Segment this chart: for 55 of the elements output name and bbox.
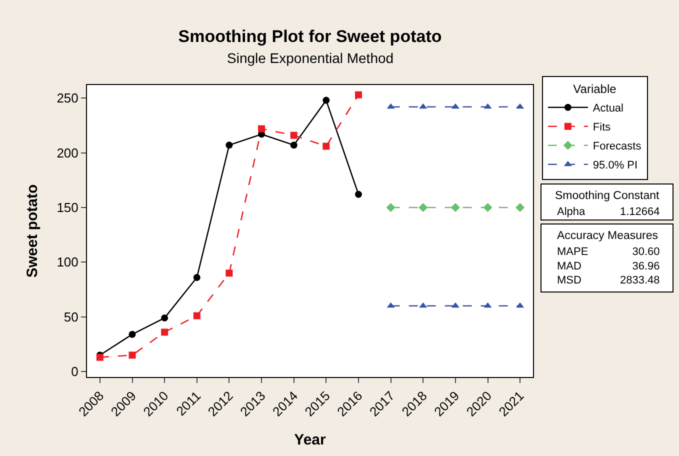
text: 30.60 [632,246,660,258]
point [226,270,233,277]
point [128,352,136,359]
point [451,302,460,308]
point [516,302,524,308]
y-tick-label: 250 [56,90,78,106]
point [322,96,330,104]
y-axis-title: Sweet potato [24,184,41,278]
point [128,330,136,338]
legend-label: 95.0% PI [592,160,638,172]
y-tick-label: 50 [64,309,78,324]
chart-title: Smoothing Plot for Sweet potato [178,26,442,46]
text: Smoothing Constant [555,190,660,202]
point [516,202,525,212]
point [419,103,428,109]
point [386,202,396,212]
point [226,142,233,149]
point [354,190,362,198]
point [386,302,395,308]
point [193,274,200,281]
point [322,142,330,150]
y-tick-label: 100 [56,254,78,270]
point [290,142,298,149]
point [483,202,492,212]
y-tick-label: 150 [56,200,78,216]
point [161,328,168,336]
point [193,312,200,320]
point [484,302,492,308]
legend-title: Variable [573,82,617,96]
text: Accuracy Measures [557,230,658,242]
legend-label: Actual [592,102,624,115]
point [450,202,460,212]
point [161,314,168,322]
legend-label: Fits [592,122,612,134]
text: Alpha [557,206,586,218]
point [386,103,395,109]
text: MAD [557,260,582,272]
chart-subtitle: Single Exponential Method [227,50,394,66]
point [258,125,266,132]
point [419,302,428,308]
legend-label: Forecasts [592,140,642,153]
point [484,103,492,109]
text: 36.96 [632,260,660,272]
point [516,103,524,109]
y-tick-label: 0 [71,364,78,380]
point [290,132,298,139]
text: MSD [557,274,582,287]
text: MAPE [557,246,588,258]
point [418,202,428,212]
text: 2833.48 [620,274,660,287]
point [451,103,460,109]
y-tick-label: 200 [56,145,78,160]
text: 1.12664 [620,206,660,218]
point [354,91,362,98]
x-axis-title: Year [294,431,326,448]
